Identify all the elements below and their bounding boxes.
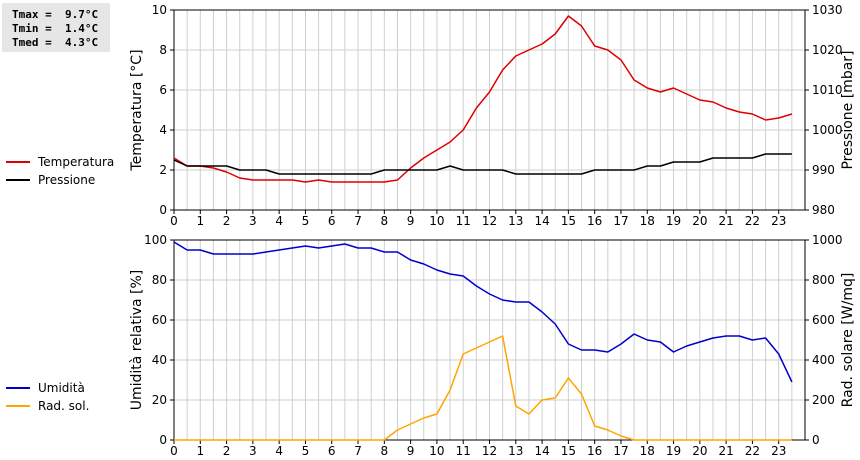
x-tick-label: 22: [745, 214, 760, 228]
x-tick-label: 22: [745, 444, 760, 458]
x-tick-label: 15: [561, 444, 576, 458]
y-tick-label: 60: [152, 313, 167, 327]
y2-tick-label: 980: [812, 203, 835, 217]
stat-tmed: Tmed = 4.3°C: [12, 36, 99, 49]
x-tick-label: 6: [328, 214, 336, 228]
x-tick-label: 9: [407, 214, 415, 228]
y-tick-label: 20: [152, 393, 167, 407]
y2-tick-label: 1010: [812, 83, 843, 97]
legend-label-pressure: Pressione: [38, 173, 95, 187]
x-tick-label: 21: [718, 444, 733, 458]
x-tick-label: 11: [456, 444, 471, 458]
x-tick-label: 10: [429, 444, 444, 458]
x-tick-label: 15: [561, 214, 576, 228]
x-tick-label: 16: [587, 444, 602, 458]
x-tick-label: 17: [613, 444, 628, 458]
y2-tick-label: 200: [812, 393, 835, 407]
x-tick-label: 23: [771, 214, 786, 228]
y-tick-label: 10: [152, 3, 167, 17]
x-tick-label: 3: [249, 214, 257, 228]
pressure-line: [173, 153, 792, 175]
x-tick-label: 17: [613, 214, 628, 228]
y-tick-label: 100: [144, 233, 167, 247]
x-tick-label: 18: [640, 444, 655, 458]
x-tick-label: 19: [666, 214, 681, 228]
y2-tick-label: 1030: [812, 3, 843, 17]
x-tick-label: 4: [275, 444, 283, 458]
y-tick-label: 80: [152, 273, 167, 287]
temperature-line: [173, 15, 793, 183]
y-tick-label: 0: [159, 433, 167, 447]
y2-tick-label: 1000: [812, 123, 843, 137]
y2-tick-label: 990: [812, 163, 835, 177]
y2-tick-label: 600: [812, 313, 835, 327]
x-tick-label: 2: [223, 214, 231, 228]
y2-tick-label: 0: [812, 433, 820, 447]
x-tick-label: 3: [249, 444, 257, 458]
y-tick-label: 0: [159, 203, 167, 217]
x-tick-label: 11: [456, 214, 471, 228]
y-axis-label: Temperatura [°C]: [129, 49, 145, 171]
x-tick-label: 7: [354, 214, 362, 228]
x-tick-label: 19: [666, 444, 681, 458]
legend-label-temperature: Temperatura: [37, 155, 114, 169]
x-tick-label: 4: [275, 214, 283, 228]
x-tick-label: 1: [196, 214, 204, 228]
x-tick-label: 13: [508, 214, 523, 228]
x-tick-label: 0: [170, 214, 178, 228]
x-tick-label: 0: [170, 444, 178, 458]
y-tick-label: 4: [159, 123, 167, 137]
stats-box: Tmax = 9.7°C Tmin = 1.4°C Tmed = 4.3°C: [2, 3, 110, 52]
y2-tick-label: 1020: [812, 43, 843, 57]
x-tick-label: 8: [381, 444, 389, 458]
x-tick-label: 2: [223, 444, 231, 458]
x-tick-label: 5: [302, 214, 310, 228]
x-tick-label: 9: [407, 444, 415, 458]
x-tick-label: 6: [328, 444, 336, 458]
x-tick-label: 12: [482, 214, 497, 228]
x-tick-label: 21: [718, 214, 733, 228]
x-tick-label: 8: [381, 214, 389, 228]
y-tick-label: 6: [159, 83, 167, 97]
y-tick-label: 8: [159, 43, 167, 57]
x-tick-label: 5: [302, 444, 310, 458]
x-tick-label: 14: [534, 444, 549, 458]
y2-tick-label: 400: [812, 353, 835, 367]
y-tick-label: 40: [152, 353, 167, 367]
y2-tick-label: 1000: [812, 233, 843, 247]
x-tick-label: 1: [196, 444, 204, 458]
x-tick-label: 7: [354, 444, 362, 458]
x-tick-label: 14: [534, 214, 549, 228]
humidity-line: [173, 241, 793, 383]
legend-label-radiation: Rad. sol.: [38, 399, 89, 413]
y2-axis-label: Rad. solare [W/mq]: [840, 273, 856, 408]
stat-tmin: Tmin = 1.4°C: [12, 22, 99, 35]
x-tick-label: 20: [692, 214, 707, 228]
y2-axis-label: Pressione [mbar]: [840, 50, 856, 169]
legend-label-humidity: Umidità: [38, 381, 85, 395]
x-tick-label: 12: [482, 444, 497, 458]
y-tick-label: 2: [159, 163, 167, 177]
radiation-line: [174, 335, 792, 441]
x-tick-label: 18: [640, 214, 655, 228]
x-tick-label: 10: [429, 214, 444, 228]
y-axis-label: Umidità relativa [%]: [129, 270, 145, 411]
stat-tmax: Tmax = 9.7°C: [12, 8, 99, 21]
x-tick-label: 20: [692, 444, 707, 458]
x-tick-label: 13: [508, 444, 523, 458]
y2-tick-label: 800: [812, 273, 835, 287]
x-tick-label: 23: [771, 444, 786, 458]
x-tick-label: 16: [587, 214, 602, 228]
